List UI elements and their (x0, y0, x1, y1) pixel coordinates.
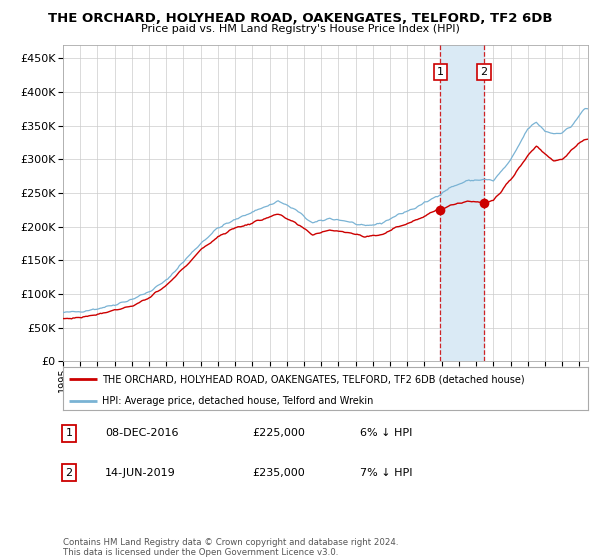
Text: HPI: Average price, detached house, Telford and Wrekin: HPI: Average price, detached house, Telf… (103, 396, 374, 406)
Text: 6% ↓ HPI: 6% ↓ HPI (360, 428, 412, 438)
Text: Contains HM Land Registry data © Crown copyright and database right 2024.
This d: Contains HM Land Registry data © Crown c… (63, 538, 398, 557)
Text: 7% ↓ HPI: 7% ↓ HPI (360, 468, 413, 478)
Text: £225,000: £225,000 (252, 428, 305, 438)
Text: 1: 1 (437, 67, 444, 77)
Bar (440, 45, 484, 361)
Text: 2: 2 (481, 67, 488, 77)
Text: THE ORCHARD, HOLYHEAD ROAD, OAKENGATES, TELFORD, TF2 6DB: THE ORCHARD, HOLYHEAD ROAD, OAKENGATES, … (48, 12, 552, 25)
Text: £235,000: £235,000 (252, 468, 305, 478)
Text: 2: 2 (65, 468, 73, 478)
Text: Price paid vs. HM Land Registry's House Price Index (HPI): Price paid vs. HM Land Registry's House … (140, 24, 460, 34)
Text: 08-DEC-2016: 08-DEC-2016 (105, 428, 179, 438)
Text: THE ORCHARD, HOLYHEAD ROAD, OAKENGATES, TELFORD, TF2 6DB (detached house): THE ORCHARD, HOLYHEAD ROAD, OAKENGATES, … (103, 374, 525, 384)
Text: 1: 1 (65, 428, 73, 438)
Text: 14-JUN-2019: 14-JUN-2019 (105, 468, 176, 478)
